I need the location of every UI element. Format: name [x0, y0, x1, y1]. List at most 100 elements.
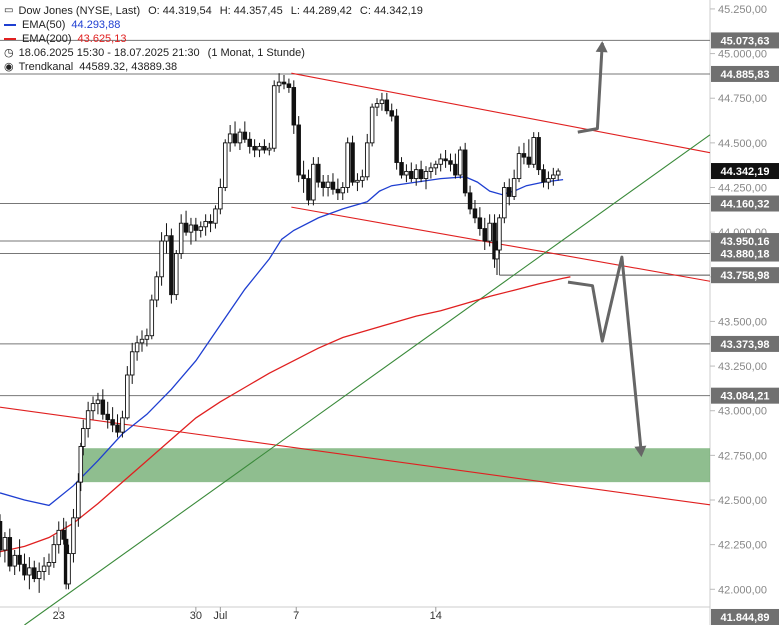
candle-body	[17, 554, 22, 565]
trend-value: 44589.32, 43889.38	[79, 61, 178, 73]
legend: ▭ Dow Jones (NYSE, Last) O: 44.319,54 H:…	[4, 4, 423, 74]
ema200-line	[0, 276, 571, 553]
price-level-label-bg	[711, 32, 779, 49]
candle-body	[404, 170, 409, 176]
candle-body	[27, 567, 32, 576]
candle-body	[41, 565, 47, 572]
candle-body	[105, 413, 110, 421]
candle-body	[394, 115, 399, 163]
short-level-label-text: 43.758,98	[721, 270, 770, 282]
x-tick-label: 7	[293, 610, 299, 622]
candle-body	[467, 192, 473, 210]
price-level-label-bg	[711, 245, 779, 262]
candle-body	[433, 163, 439, 169]
candle-body	[139, 338, 145, 344]
candle-body	[183, 222, 189, 233]
candle-body	[237, 131, 243, 144]
candle-body	[100, 399, 106, 415]
candle-body	[301, 174, 306, 180]
scenario-arrows	[567, 41, 647, 458]
short-level-label-bg	[711, 267, 779, 284]
uptrend-line	[24, 134, 711, 625]
candle-body	[541, 169, 546, 183]
candle-body	[335, 188, 341, 194]
candle-body	[267, 147, 272, 151]
price-level-label-bg	[711, 195, 779, 212]
y-tick-label: 42.500,00	[718, 495, 767, 507]
candle-body	[178, 222, 184, 255]
y-tick-label: 43.000,00	[718, 406, 767, 418]
candle-body	[536, 137, 541, 171]
legend-ema50-row: EMA(50) 44.293,88	[4, 18, 423, 32]
candle-body	[46, 562, 52, 567]
candle-body	[521, 153, 527, 158]
long-term-downtrend-line	[0, 406, 711, 506]
candle-body	[526, 156, 532, 165]
y-tick-label: 42.000,00	[718, 584, 767, 596]
price-level-label-bg	[711, 65, 779, 82]
candle-body	[0, 520, 3, 551]
y-tick-label: 43.500,00	[718, 316, 767, 328]
candle-body	[252, 145, 257, 151]
candle-body	[364, 142, 370, 178]
price-levels	[0, 39, 710, 397]
trend-lines	[0, 72, 711, 625]
support-zone-rect	[80, 448, 711, 483]
candle-body	[369, 106, 375, 144]
candle-body	[286, 83, 292, 88]
candle-body	[232, 133, 238, 144]
bullish-scenario-arrow	[577, 42, 604, 134]
date-range: 18.06.2025 15:30 - 18.07.2025 21:30	[18, 47, 200, 59]
candle-body	[291, 87, 297, 126]
moving-averages	[0, 176, 571, 553]
candle-body	[213, 208, 218, 224]
ohlc-high: H: 44.357,45	[219, 5, 283, 17]
ohlc-close: C: 44.342,19	[359, 5, 423, 17]
candle-body	[340, 187, 346, 194]
candle-body	[487, 222, 492, 242]
channel-top-line	[291, 72, 711, 154]
candle-body	[531, 137, 536, 165]
candle-body	[399, 162, 404, 176]
candle-body	[125, 374, 130, 419]
candle-body	[379, 99, 385, 105]
candle-body	[154, 276, 159, 301]
candle-body	[76, 481, 81, 519]
trend-label: Trendkanal	[18, 61, 74, 73]
target-icon: ◉	[4, 61, 14, 73]
candle-body	[384, 99, 390, 112]
candle-body	[120, 417, 125, 433]
candle-body	[413, 169, 419, 180]
y-tick-label: 42.250,00	[718, 540, 767, 552]
price-level-label-text: 43.373,98	[721, 339, 770, 351]
period: (1 Monat, 1 Stunde)	[207, 47, 305, 59]
y-tick-label: 42.750,00	[718, 450, 767, 462]
candle-body	[242, 131, 248, 140]
candle-body	[555, 170, 561, 176]
candle-body	[311, 163, 316, 201]
candle-body	[149, 299, 155, 337]
price-level-label-text: 44.885,83	[721, 69, 770, 81]
candle-body	[296, 124, 301, 176]
candle-body	[134, 342, 140, 353]
candle-body	[80, 428, 86, 447]
price-level-label-text: 43.084,21	[721, 391, 770, 403]
candle-body	[32, 567, 37, 580]
candle-body	[222, 142, 228, 188]
candle-body	[472, 208, 478, 219]
candle-body	[95, 399, 101, 405]
candle-body	[511, 178, 517, 197]
candle-body	[169, 235, 174, 296]
y-tick-label: 43.250,00	[718, 361, 767, 373]
candle-body	[85, 410, 91, 430]
current-price-label-text: 44.342,19	[721, 166, 770, 178]
bearish-scenario-arrow-head	[634, 445, 647, 458]
candle-body	[423, 170, 429, 180]
candle-body	[2, 537, 8, 551]
candle-body	[247, 138, 252, 147]
price-level-label-bg	[711, 387, 779, 404]
candle-body	[218, 187, 223, 210]
x-axis-labels: 23 30 Jul 7 14	[53, 607, 442, 622]
candle-body	[497, 217, 502, 251]
